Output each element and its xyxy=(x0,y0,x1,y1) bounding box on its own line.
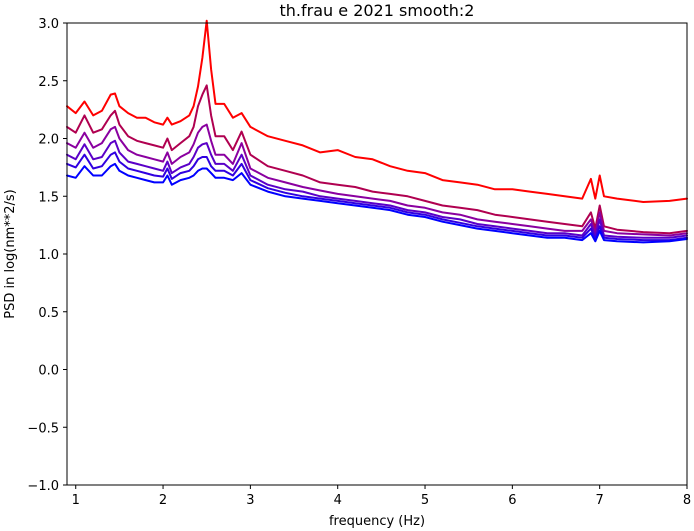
y-axis-title: PSD in log(nm**2/s) xyxy=(3,189,18,319)
x-axis-title: frequency (Hz) xyxy=(329,514,425,529)
y-tick-label: 3.0 xyxy=(38,17,59,32)
series-line-6 xyxy=(66,162,688,244)
y-tick-label: 1.5 xyxy=(38,190,59,205)
y-tick-label: −0.5 xyxy=(27,421,59,436)
y-axis-ticks: −1.0 −0.5 0.0 0.5 1.0 1.5 2.0 2.5 3.0 xyxy=(27,17,67,494)
x-tick-label: 6 xyxy=(508,493,516,508)
x-tick-label: 3 xyxy=(246,493,254,508)
chart-title: th.frau e 2021 smooth:2 xyxy=(280,1,475,20)
x-tick-label: 1 xyxy=(72,493,80,508)
x-tick-label: 4 xyxy=(334,493,342,508)
y-tick-label: 1.0 xyxy=(38,248,59,263)
y-tick-label: 2.0 xyxy=(38,133,59,148)
y-tick-label: 0.5 xyxy=(38,306,59,321)
plot-frame xyxy=(66,22,688,486)
x-tick-label: 7 xyxy=(596,493,604,508)
series-line-4 xyxy=(66,139,688,239)
series-line-3 xyxy=(66,123,688,237)
x-axis-ticks: 1 2 3 4 5 6 7 8 xyxy=(72,485,691,508)
y-tick-label: −1.0 xyxy=(27,479,59,494)
x-tick-label: 5 xyxy=(421,493,429,508)
series-line-2 xyxy=(66,84,688,235)
x-tick-label: 2 xyxy=(159,493,167,508)
series-layer xyxy=(66,19,688,244)
x-tick-label: 8 xyxy=(683,493,691,508)
y-tick-label: 2.5 xyxy=(38,75,59,90)
series-line-5 xyxy=(66,151,688,242)
y-tick-label: 0.0 xyxy=(38,364,59,379)
series-line-1 xyxy=(66,19,688,203)
